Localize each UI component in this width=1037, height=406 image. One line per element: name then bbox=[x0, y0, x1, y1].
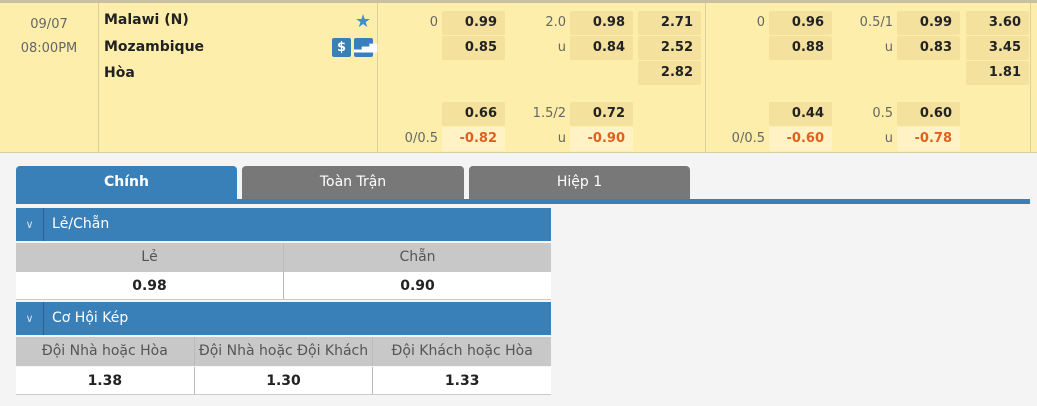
odds-cell[interactable]: 0.84 bbox=[570, 36, 633, 60]
odds-value[interactable]: 1.30 bbox=[195, 367, 374, 394]
odds-cell[interactable]: 0.66 bbox=[442, 102, 505, 126]
line-label: u bbox=[557, 40, 566, 55]
chevron-down-icon[interactable]: ∨ bbox=[16, 302, 44, 335]
star-icon[interactable]: ★ bbox=[355, 11, 372, 32]
double-chance-title: Cơ Hội Kép bbox=[52, 310, 129, 326]
odds-cell[interactable]: 2.71 bbox=[638, 11, 701, 35]
line-label: u bbox=[557, 131, 566, 146]
match-datetime: 09/07 08:00PM bbox=[0, 13, 98, 61]
odds-cell[interactable]: 0.99 bbox=[442, 11, 505, 35]
match-date: 09/07 bbox=[30, 17, 68, 32]
odds-cell[interactable]: -0.60 bbox=[769, 127, 832, 151]
home-team[interactable]: Malawi (N) bbox=[104, 12, 189, 28]
odds-cell[interactable]: 3.60 bbox=[966, 11, 1029, 35]
line-label: 0 bbox=[429, 15, 438, 30]
tab-chinh[interactable]: Chính bbox=[16, 166, 237, 202]
odds-cell[interactable]: 3.45 bbox=[966, 36, 1029, 60]
odds-cell[interactable]: 0.96 bbox=[769, 11, 832, 35]
line-label: 0/0.5 bbox=[731, 131, 765, 146]
odds-cell[interactable]: 0.83 bbox=[897, 36, 960, 60]
line-label: u bbox=[884, 131, 893, 146]
col-header: Chẵn bbox=[399, 249, 436, 265]
odds-cell[interactable]: -0.82 bbox=[442, 127, 505, 151]
line-label: 0.5/1 bbox=[859, 15, 893, 30]
odds-cell[interactable]: 2.82 bbox=[638, 61, 701, 85]
odd-even-header[interactable]: ∨ Lẻ/Chẵn bbox=[16, 208, 551, 241]
tab-underline bbox=[16, 199, 1030, 204]
line-label: 0/0.5 bbox=[404, 131, 438, 146]
double-chance-header[interactable]: ∨ Cơ Hội Kép bbox=[16, 302, 551, 335]
odd-even-headers: Lẻ Chẵn bbox=[16, 243, 551, 272]
tab-toan-tran[interactable]: Toàn Trận bbox=[242, 166, 464, 199]
dollar-icon[interactable]: $ bbox=[332, 38, 351, 57]
odd-even-title: Lẻ/Chẵn bbox=[52, 216, 110, 232]
odds-cell[interactable]: 0.99 bbox=[897, 11, 960, 35]
tab-hiep-1[interactable]: Hiệp 1 bbox=[469, 166, 690, 199]
odds-value[interactable]: 1.38 bbox=[16, 367, 195, 394]
line-label: 0 bbox=[756, 15, 765, 30]
odds-cell[interactable]: 0.85 bbox=[442, 36, 505, 60]
col-header: Lẻ bbox=[16, 243, 284, 272]
match-time: 08:00PM bbox=[20, 41, 78, 56]
odds-cell[interactable]: 1.81 bbox=[966, 61, 1029, 85]
line-label: 1.5/2 bbox=[532, 106, 566, 121]
stats-icon[interactable]: ▂▄▆ bbox=[354, 38, 377, 57]
col-header: Đội Nhà hoặc Hòa bbox=[16, 337, 195, 366]
line-label: 0.5 bbox=[872, 106, 893, 121]
match-row: 09/07 08:00PM Malawi (N) Mozambique Hòa ★… bbox=[0, 0, 1037, 153]
odds-cell[interactable]: 2.52 bbox=[638, 36, 701, 60]
col-header: Đội Nhà hoặc Đội Khách bbox=[195, 337, 374, 366]
odds-value[interactable]: 0.90 bbox=[400, 278, 435, 294]
odds-cell[interactable]: -0.78 bbox=[897, 127, 960, 151]
double-chance-headers: Đội Nhà hoặc Hòa Đội Nhà hoặc Đội Khách Độ… bbox=[16, 337, 551, 366]
odds-cell[interactable]: 0.88 bbox=[769, 36, 832, 60]
away-team[interactable]: Mozambique bbox=[104, 39, 205, 55]
draw-label: Hòa bbox=[104, 65, 135, 81]
col-header: Đội Khách hoặc Hòa bbox=[391, 343, 533, 359]
odd-even-values: 0.98 0.90 bbox=[16, 272, 551, 300]
line-label: u bbox=[884, 40, 893, 55]
odds-cell[interactable]: 0.60 bbox=[897, 102, 960, 126]
double-chance-values: 1.38 1.30 1.33 bbox=[16, 367, 551, 395]
odds-value[interactable]: 1.33 bbox=[444, 373, 480, 389]
odds-cell[interactable]: 0.44 bbox=[769, 102, 832, 126]
odds-cell[interactable]: 0.98 bbox=[570, 11, 633, 35]
odds-value[interactable]: 0.98 bbox=[16, 272, 284, 299]
line-label: 2.0 bbox=[545, 15, 566, 30]
odds-cell[interactable]: 0.72 bbox=[570, 102, 633, 126]
odds-cell[interactable]: -0.90 bbox=[570, 127, 633, 151]
chevron-down-icon[interactable]: ∨ bbox=[16, 208, 44, 241]
